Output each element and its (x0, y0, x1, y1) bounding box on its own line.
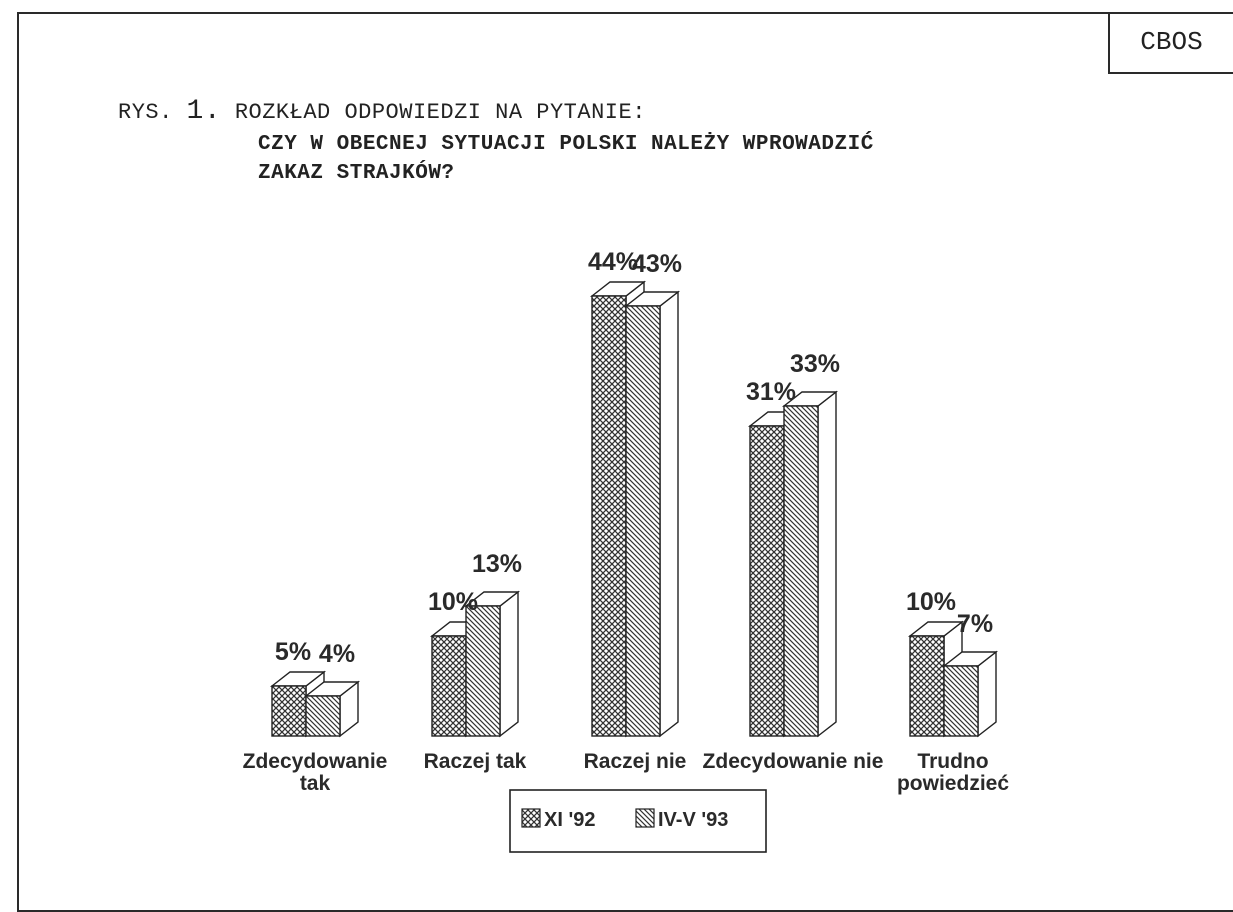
title-line-2: CZY W OBECNEJ SYTUACJI POLSKI NALEŻY WPR… (258, 133, 874, 156)
value-label-xi92-2: 44% (588, 248, 638, 276)
bar-ivv93-0 (303, 680, 361, 738)
bar-ivv93-3 (781, 390, 839, 738)
value-label-xi92-0: 5% (275, 638, 311, 666)
bar-ivv93-1 (463, 590, 521, 738)
title-line-1: RYS. 1. ROZKŁAD ODPOWIEDZI NA PYTANIE: (118, 96, 874, 127)
value-label-xi92-4: 10% (906, 588, 956, 616)
bar-ivv93-4 (941, 650, 999, 738)
value-label-ivv93-3: 33% (790, 350, 840, 378)
category-label-1: Raczej tak (424, 750, 527, 773)
value-label-xi92-1: 10% (428, 588, 478, 616)
category-label-0-line-0: Zdecydowanie (243, 750, 388, 773)
category-label-3: Zdecydowanie nie (703, 750, 884, 773)
value-label-ivv93-1: 13% (472, 550, 522, 578)
title-line-3: ZAKAZ STRAJKÓW? (258, 162, 455, 185)
category-label-2: Raczej nie (584, 750, 687, 773)
legend-label-xi92: XI '92 (544, 809, 595, 831)
category-label-0-line-1: tak (300, 772, 331, 795)
title-question-intro: ROZKŁAD ODPOWIEDZI NA PYTANIE: (234, 100, 646, 125)
chart-title: RYS. 1. ROZKŁAD ODPOWIEDZI NA PYTANIE: C… (118, 96, 874, 185)
legend: XI '92 IV-V '93 (509, 789, 767, 853)
title-number: 1. (186, 96, 222, 127)
bar-ivv93-2 (623, 290, 681, 738)
category-label-4-line-1: powiedzieć (897, 772, 1009, 795)
value-label-ivv93-0: 4% (319, 640, 355, 668)
value-label-ivv93-4: 7% (957, 610, 993, 638)
cbos-label: CBOS (1108, 12, 1233, 74)
legend-swatch-xi92 (521, 808, 541, 828)
category-label-4-line-0: Trudno (917, 750, 988, 773)
value-label-xi92-3: 31% (746, 378, 796, 406)
legend-swatch-ivv93 (635, 808, 655, 828)
legend-label-ivv93: IV-V '93 (658, 809, 728, 831)
value-label-ivv93-2: 43% (632, 250, 682, 278)
title-prefix: RYS. (118, 100, 173, 125)
